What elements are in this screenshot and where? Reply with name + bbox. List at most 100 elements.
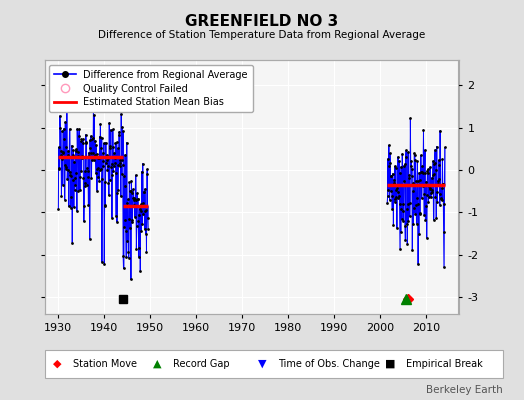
Point: [130, 202, 139, 208]
Point: [117, 110, 125, 117]
Point: [63, 85, 71, 92]
Point: [67, 204, 75, 211]
Point: [123, 200, 132, 206]
Point: [401, 237, 410, 244]
Point: [439, 229, 447, 236]
Point: [426, 186, 434, 192]
Point: [420, 191, 428, 198]
Point: [72, 146, 80, 152]
Point: [113, 190, 122, 196]
Point: [56, 166, 64, 172]
Point: [90, 112, 99, 118]
Point: [77, 168, 85, 174]
Point: [105, 120, 113, 126]
Point: [69, 177, 77, 183]
Point: [430, 171, 439, 177]
Point: [105, 176, 114, 183]
Point: [425, 184, 434, 191]
Point: [410, 152, 419, 158]
Point: [417, 152, 425, 158]
Point: [414, 261, 422, 267]
Text: ◆: ◆: [53, 359, 62, 369]
Text: Time of Obs. Change: Time of Obs. Change: [278, 359, 379, 369]
Text: Station Move: Station Move: [73, 359, 137, 369]
Point: [132, 172, 140, 178]
Point: [61, 119, 70, 125]
Point: [56, 125, 64, 131]
Point: [81, 180, 89, 186]
Point: [429, 216, 438, 223]
Point: [393, 184, 401, 191]
Point: [385, 196, 394, 203]
Point: [407, 172, 416, 179]
Point: [69, 152, 77, 158]
Point: [92, 170, 100, 176]
Point: [434, 176, 443, 183]
Point: [386, 150, 394, 157]
Point: [113, 219, 121, 225]
Point: [424, 183, 433, 189]
Point: [118, 124, 126, 130]
Point: [74, 149, 82, 155]
Point: [93, 187, 101, 194]
Point: [91, 152, 100, 158]
Point: [142, 207, 150, 213]
Point: [121, 152, 129, 158]
Point: [110, 150, 118, 157]
Point: [141, 186, 149, 192]
Point: [118, 161, 127, 168]
Point: [387, 188, 395, 194]
Point: [89, 108, 97, 115]
Point: [428, 189, 436, 195]
Point: [117, 193, 125, 200]
Point: [433, 178, 442, 184]
Point: [95, 134, 104, 140]
Point: [114, 162, 123, 168]
Point: [133, 223, 141, 230]
Point: [96, 165, 105, 172]
Point: [143, 170, 151, 177]
Point: [117, 171, 126, 177]
Point: [64, 203, 73, 210]
Point: [59, 149, 68, 156]
Point: [419, 182, 427, 189]
Point: [417, 195, 425, 202]
Point: [435, 202, 444, 208]
Point: [131, 196, 139, 202]
Point: [391, 196, 399, 203]
Point: [389, 176, 398, 183]
Point: [92, 142, 100, 148]
Point: [63, 176, 71, 182]
Point: [61, 162, 69, 168]
Point: [138, 160, 147, 167]
Point: [119, 253, 127, 260]
Point: [97, 134, 106, 141]
Point: [406, 213, 414, 220]
Point: [126, 188, 134, 194]
Point: [66, 126, 74, 132]
Point: [58, 128, 66, 134]
Point: [106, 126, 115, 133]
Point: [57, 148, 65, 155]
Point: [387, 172, 395, 179]
Point: [73, 126, 81, 132]
Point: [438, 185, 446, 191]
Point: [423, 166, 432, 172]
Point: [416, 210, 424, 217]
Point: [384, 187, 392, 193]
Point: [388, 170, 397, 177]
Point: [100, 140, 108, 146]
Point: [400, 163, 408, 169]
Point: [126, 188, 135, 194]
Point: [119, 265, 128, 272]
Point: [67, 172, 75, 179]
Point: [143, 249, 151, 256]
Point: [407, 158, 416, 164]
Point: [85, 236, 94, 242]
Point: [428, 187, 436, 194]
Point: [413, 194, 421, 201]
Point: [70, 187, 79, 193]
Point: [433, 198, 442, 205]
Point: [122, 228, 130, 234]
Point: [58, 182, 67, 188]
